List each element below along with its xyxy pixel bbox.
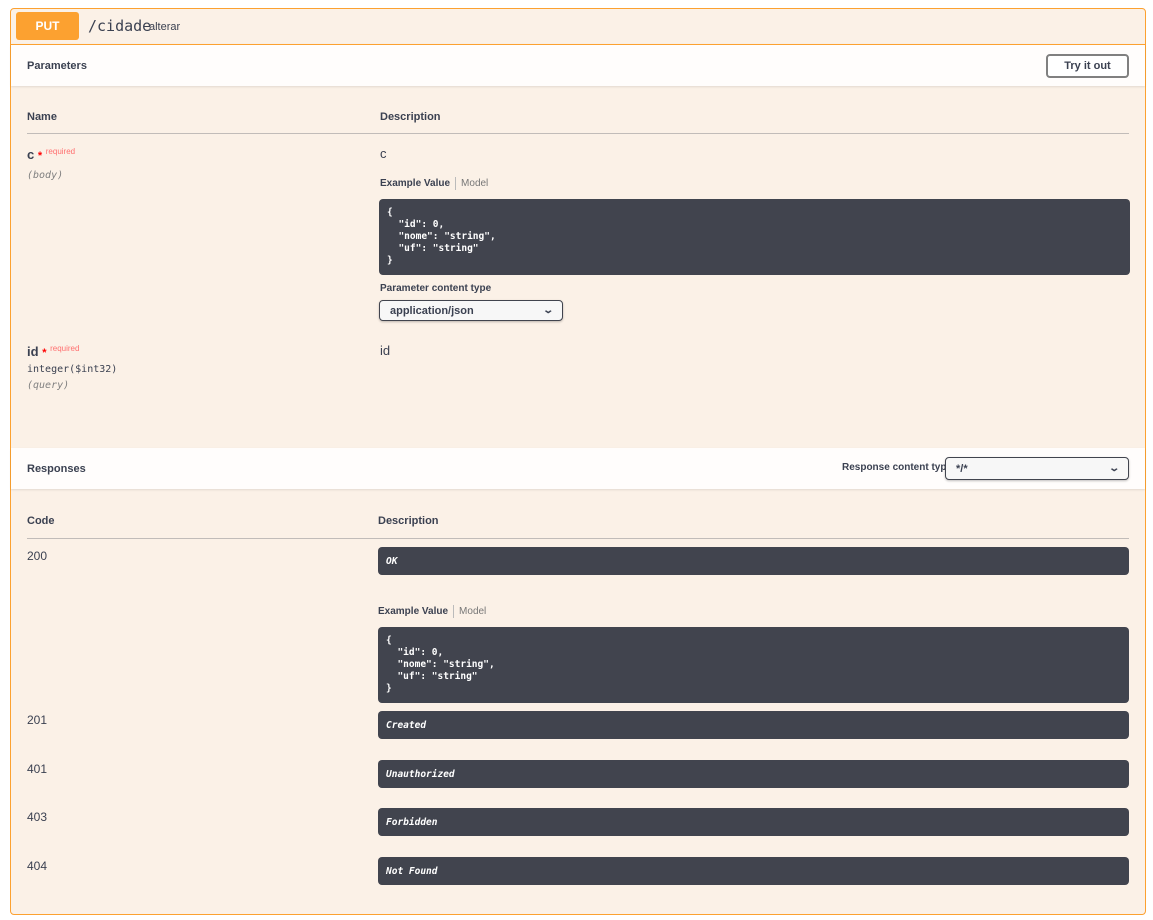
col-header-code: Code	[27, 515, 55, 527]
method-badge: PUT	[16, 12, 79, 40]
param-description-id: id	[380, 343, 391, 358]
param-in-c: (body)	[27, 170, 64, 181]
parameter-content-type-label: Parameter content type	[380, 283, 492, 294]
example-value-code: { "id": 0, "nome": "string", "uf": "stri…	[379, 199, 1130, 275]
param-name-id: id * required	[27, 344, 80, 359]
divider	[27, 133, 1129, 134]
tab-example-value[interactable]: Example Value	[380, 178, 451, 189]
chevron-down-icon: ⌄	[541, 305, 554, 316]
operation-put-cidade: PUT /cidade alterar Parameters Try it ou…	[10, 8, 1146, 915]
response-description: Forbidden	[378, 808, 1129, 836]
required-star: *	[37, 150, 43, 162]
operation-summary-bar[interactable]: PUT /cidade alterar	[11, 9, 1145, 45]
param-in-id: (query)	[27, 380, 70, 391]
param-name-c: c * required	[27, 147, 76, 162]
response-example-code: { "id": 0, "nome": "string", "uf": "stri…	[378, 627, 1129, 703]
response-code: 200	[27, 549, 48, 563]
response-description: Unauthorized	[378, 760, 1129, 788]
parameters-title: Parameters	[27, 60, 87, 72]
operation-summary: alterar	[149, 21, 181, 33]
example-model-tabs: Example Value Model	[380, 177, 488, 190]
responses-title: Responses	[27, 463, 86, 475]
tab-model[interactable]: Model	[461, 178, 489, 189]
col-header-name: Name	[27, 111, 57, 123]
param-description-c: c	[380, 146, 387, 161]
col-header-description: Description	[378, 515, 439, 527]
divider	[27, 538, 1129, 539]
response-code: 403	[27, 810, 48, 824]
chevron-down-icon: ⌄	[1107, 463, 1120, 474]
response-description: OK	[378, 547, 1129, 575]
response-content-type-label: Response content type	[842, 462, 953, 473]
response-description: Not Found	[378, 857, 1129, 885]
response-content-type-select[interactable]: */* ⌄	[945, 457, 1129, 480]
selected-value: application/json	[390, 304, 474, 317]
try-it-out-button[interactable]: Try it out	[1046, 54, 1129, 78]
col-header-description: Description	[380, 111, 441, 123]
selected-value: */*	[956, 462, 968, 475]
parameter-content-type-select[interactable]: application/json ⌄	[379, 300, 563, 321]
example-model-tabs: Example Value Model	[378, 605, 486, 618]
parameters-header: Parameters Try it out	[11, 44, 1145, 86]
response-description: Created	[378, 711, 1129, 739]
operation-path: /cidade	[88, 17, 152, 35]
required-label: required	[50, 344, 80, 353]
required-star: *	[42, 347, 47, 359]
response-code: 201	[27, 713, 48, 727]
response-code: 401	[27, 762, 48, 776]
response-code: 404	[27, 859, 48, 873]
tab-example-value[interactable]: Example Value	[378, 606, 449, 617]
required-label: required	[45, 147, 76, 156]
param-type-id: integer($int32)	[27, 364, 118, 375]
tab-model[interactable]: Model	[459, 606, 487, 617]
responses-header: Responses Response content type */* ⌄	[11, 448, 1145, 489]
